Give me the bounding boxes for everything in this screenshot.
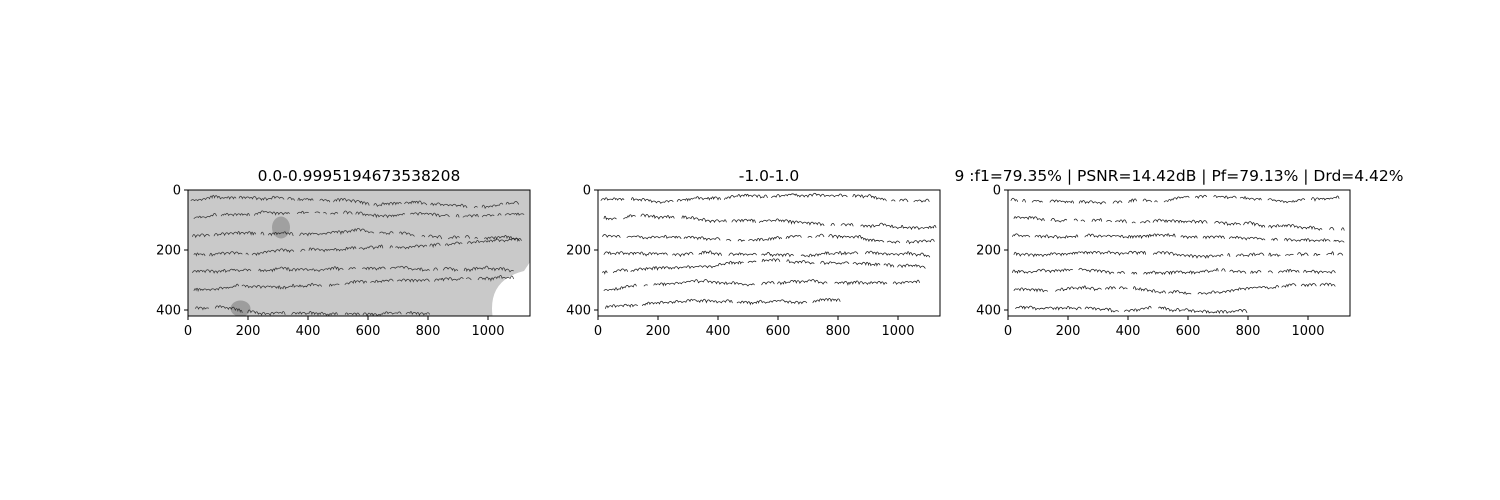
x-tick-label: 600 — [356, 324, 381, 339]
handwriting-line — [195, 305, 430, 316]
y-tick-label: 200 — [156, 244, 181, 259]
panel-3: 0 200 400 600 800 1000 0 200 400 9 :f1=79.35% | P… — [954, 167, 1403, 339]
handwriting-line — [193, 274, 514, 293]
y-tick-label: 0 — [993, 184, 1001, 199]
handwriting-line — [1013, 216, 1345, 231]
y-tick-label: 400 — [156, 304, 181, 319]
handwriting-line — [603, 250, 931, 258]
x-tick-label: 1000 — [881, 324, 914, 339]
stain-mark — [230, 300, 251, 316]
y-tick-label: 200 — [976, 244, 1001, 259]
y-tick-label: 400 — [566, 304, 591, 319]
image-content — [1010, 194, 1345, 313]
y-tick-label: 0 — [173, 184, 181, 199]
x-tick-label: 0 — [1004, 324, 1012, 339]
handwriting-line — [192, 265, 514, 274]
x-tick-label: 200 — [646, 324, 671, 339]
x-tick-label: 0 — [184, 324, 192, 339]
axes-frame — [597, 189, 941, 317]
panel-title: 9 :f1=79.35% | PSNR=14.42dB | Pf=79.13% … — [954, 167, 1403, 185]
image-content — [600, 192, 937, 309]
handwriting-line — [602, 233, 935, 245]
x-tick-label: 800 — [1236, 324, 1261, 339]
handwriting-line — [1012, 233, 1345, 243]
handwriting-line — [600, 192, 930, 204]
y-tick-label: 0 — [583, 184, 591, 199]
panel-2: 0 200 400 600 800 1000 0 200 400 -1.0-1.0 — [566, 167, 941, 339]
x-tick-label: 0 — [594, 324, 602, 339]
torn-corner — [492, 262, 530, 316]
y-tick-label: 400 — [976, 304, 1001, 319]
handwriting-line — [193, 237, 520, 257]
stain-mark — [272, 216, 290, 239]
x-tick-label: 200 — [236, 324, 261, 339]
panel-title: -1.0-1.0 — [739, 167, 800, 185]
handwriting-line — [192, 227, 522, 243]
x-tick-label: 800 — [826, 324, 851, 339]
x-tick-label: 1000 — [471, 324, 504, 339]
handwriting-line — [605, 298, 841, 309]
image-content — [190, 194, 530, 316]
x-tick-label: 600 — [766, 324, 791, 339]
x-tick-label: 200 — [1056, 324, 1081, 339]
handwriting-line — [1013, 282, 1336, 295]
x-tick-label: 600 — [1176, 324, 1201, 339]
y-tick-label: 200 — [566, 244, 591, 259]
axes-frame — [1007, 189, 1351, 317]
handwriting-line — [603, 213, 937, 231]
handwriting-line — [1013, 250, 1344, 259]
image-background — [1008, 190, 1350, 316]
axes-frame — [187, 189, 531, 317]
x-tick-label: 1000 — [1291, 324, 1324, 339]
handwriting-line — [193, 210, 525, 219]
handwriting-line — [602, 258, 926, 275]
x-tick-label: 800 — [416, 324, 441, 339]
x-tick-label: 400 — [296, 324, 321, 339]
image-background — [188, 190, 530, 316]
handwriting-line — [1010, 194, 1340, 205]
x-tick-label: 400 — [706, 324, 731, 339]
panel-1: 0 200 400 600 800 1000 0 200 400 0.0-0.9995194673… — [156, 167, 531, 339]
handwriting-line — [1012, 267, 1336, 276]
panel-title: 0.0-0.9995194673538208 — [258, 167, 461, 185]
handwriting-line — [190, 194, 519, 210]
x-tick-label: 400 — [1116, 324, 1141, 339]
